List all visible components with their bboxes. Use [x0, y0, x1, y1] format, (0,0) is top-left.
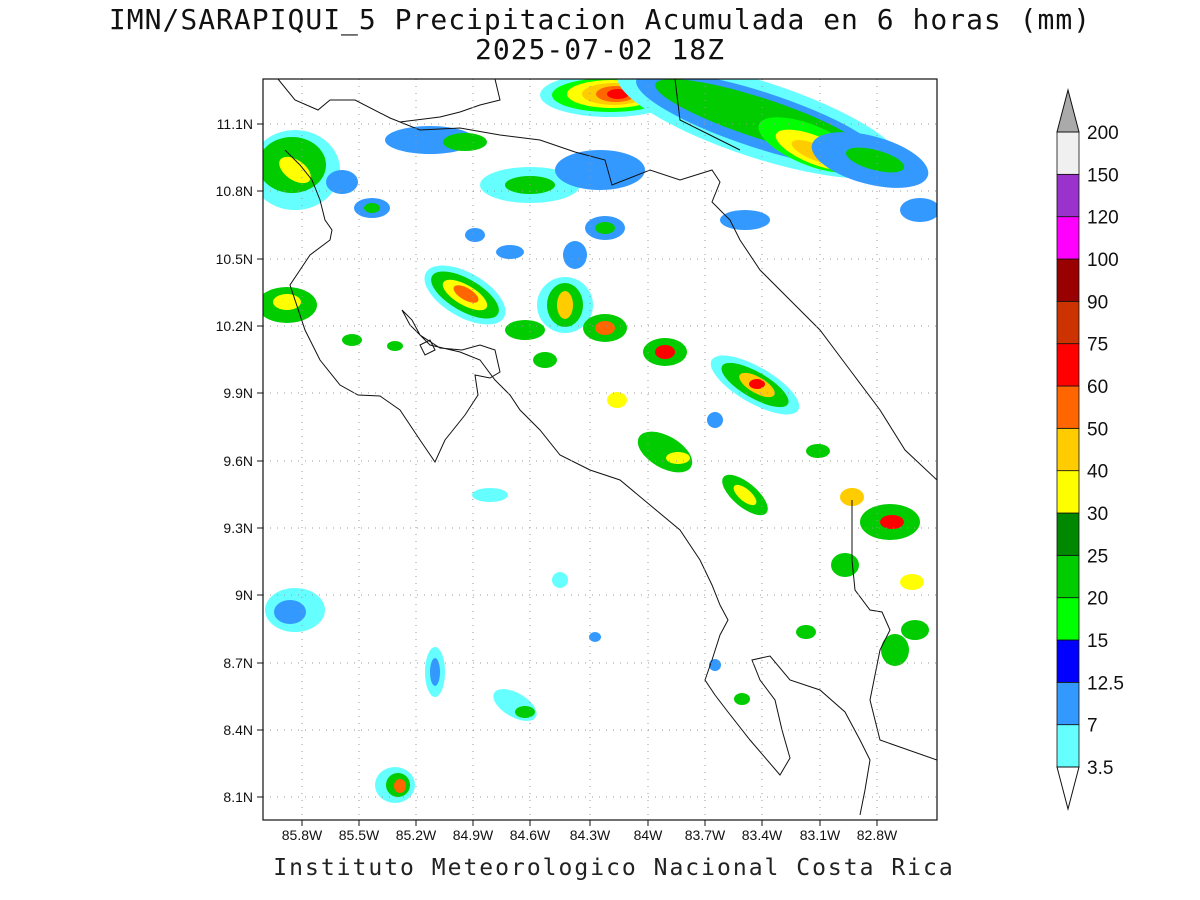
lat-label: 8.4N	[223, 722, 253, 738]
nicaragua-border	[277, 79, 501, 123]
colorbar-swatch	[1056, 216, 1080, 260]
colorbar-level-label: 20	[1087, 589, 1108, 610]
colorbar-swatch	[1056, 512, 1080, 556]
longitude-labels: 85.8W 85.5W 85.2W 84.9W 84.6W 84.3W 84W …	[282, 827, 898, 843]
lon-label: 84.9W	[453, 827, 494, 843]
colorbar-bottom-arrow	[1056, 766, 1080, 811]
lat-label: 9.6N	[223, 453, 253, 469]
lat-label: 8.7N	[223, 655, 253, 671]
lat-label: 8.1N	[223, 789, 253, 805]
lat-label: 9.3N	[223, 520, 253, 536]
lon-label: 84.3W	[570, 827, 611, 843]
colorbar-swatch	[1056, 173, 1080, 218]
colorbar-swatch	[1056, 385, 1080, 429]
colorbar-level-label: 15	[1087, 631, 1108, 652]
coastline	[277, 79, 937, 816]
island	[419, 339, 436, 356]
nicaragua-coast	[674, 79, 741, 151]
colorbar-level-label: 75	[1087, 335, 1108, 356]
lat-label: 11.1N	[217, 116, 253, 132]
colorbar-swatch	[1056, 258, 1080, 302]
colorbar-swatch	[1056, 597, 1080, 641]
precip-band-north	[616, 79, 937, 222]
colorbar-swatch	[1056, 427, 1080, 472]
colorbar-level-label: 120	[1087, 208, 1119, 229]
colorbar-level-label: 100	[1087, 250, 1119, 271]
colorbar-level-label: 3.5	[1087, 758, 1113, 779]
colorbar-swatch	[1056, 724, 1080, 768]
colorbar-legend: 3.5 7 12.5 15 20 25 30 40 50 60 75 90 100 120 150 200	[1056, 88, 1124, 811]
caribbean-coast	[399, 121, 937, 481]
axis-ticks	[257, 123, 878, 826]
lat-label: 10.8N	[216, 183, 253, 199]
pacific-coast	[284, 149, 871, 816]
precipitation-field	[263, 79, 937, 803]
lon-label: 85.8W	[282, 827, 323, 843]
colorbar-swatch	[1056, 681, 1080, 726]
map-subtitle-date: 2025-07-02 18Z	[474, 33, 725, 66]
colorbar-level-label: 90	[1087, 292, 1108, 313]
lon-label: 84.6W	[510, 827, 551, 843]
lon-label: 83.1W	[800, 827, 841, 843]
colorbar-level-label: 60	[1087, 377, 1108, 398]
lat-label: 10.2N	[216, 318, 253, 334]
latitude-labels: 11.1N 10.8N 10.5N 10.2N 9.9N 9.6N 9.3N 9…	[216, 116, 253, 805]
precip-cluster-northwest	[263, 126, 770, 269]
lon-label: 85.5W	[339, 827, 380, 843]
lon-label: 84W	[634, 827, 664, 843]
colorbar-swatch	[1056, 639, 1080, 683]
lat-label: 9N	[235, 587, 253, 603]
colorbar-swatch	[1056, 470, 1080, 514]
panama-border	[851, 500, 937, 761]
lat-label: 10.5N	[216, 251, 253, 267]
colorbar-level-label: 25	[1087, 546, 1108, 567]
precip-band-caribbean	[607, 355, 929, 666]
colorbar-level-label: 7	[1087, 716, 1098, 737]
grid-lines	[263, 79, 937, 820]
colorbar-top-arrow	[1056, 88, 1080, 133]
colorbar-level-label: 30	[1087, 504, 1108, 525]
colorbar-swatch	[1056, 343, 1080, 387]
map-frame	[262, 78, 938, 821]
lon-label: 83.7W	[685, 827, 726, 843]
colorbar-level-label: 150	[1087, 165, 1119, 186]
precip-band-central	[263, 265, 687, 368]
colorbar-level-label: 200	[1087, 123, 1119, 144]
colorbar-level-label: 40	[1087, 462, 1108, 483]
colorbar-swatch	[1056, 554, 1080, 599]
colorbar-level-label: 12.5	[1087, 673, 1124, 694]
lon-label: 82.8W	[857, 827, 898, 843]
colorbar-swatch	[1056, 131, 1080, 175]
colorbar-level-label: 50	[1087, 419, 1108, 440]
credit-footer: Instituto Meteorologico Nacional Costa R…	[273, 855, 955, 881]
lon-label: 83.4W	[742, 827, 783, 843]
precip-cells-south	[265, 488, 750, 803]
colorbar-swatch	[1056, 300, 1080, 345]
lat-label: 9.9N	[223, 385, 253, 401]
map-title: IMN/SARAPIQUI_5 Precipitacion Acumulada …	[108, 3, 1092, 36]
lon-label: 85.2W	[396, 827, 437, 843]
